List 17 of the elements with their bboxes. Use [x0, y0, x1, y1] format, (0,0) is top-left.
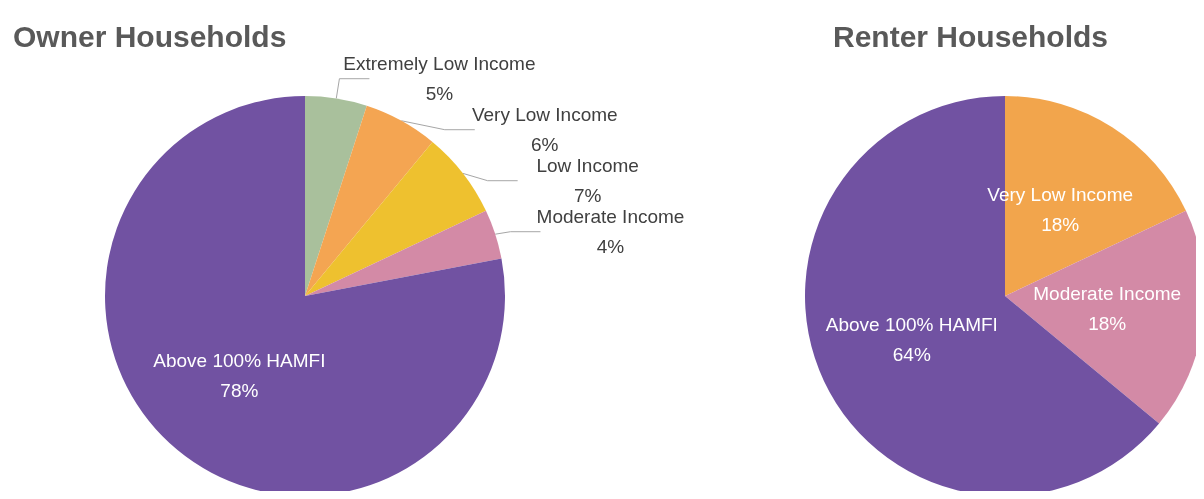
- slice-label: Low Income: [536, 155, 639, 177]
- data-label: 18%: [1041, 213, 1080, 235]
- slice-label: Extremely Low Income: [343, 53, 536, 75]
- data-label: 6%: [531, 134, 559, 156]
- data-label: 5%: [425, 83, 454, 105]
- slice-label: Moderate Income: [1033, 283, 1182, 305]
- slice-label: Above 100% HAMFI: [825, 314, 998, 336]
- chart-title: Owner Households: [13, 19, 287, 53]
- data-label: 64%: [892, 344, 931, 366]
- data-label: 78%: [220, 379, 259, 401]
- slice-label: Moderate Income: [536, 206, 685, 228]
- data-label: 4%: [596, 236, 625, 258]
- data-label: 18%: [1088, 313, 1127, 335]
- chart-title: Renter Households: [833, 19, 1109, 53]
- data-label: 7%: [573, 185, 602, 207]
- slice-label: Above 100% HAMFI: [153, 349, 326, 371]
- slice-label: Very Low Income: [471, 104, 618, 126]
